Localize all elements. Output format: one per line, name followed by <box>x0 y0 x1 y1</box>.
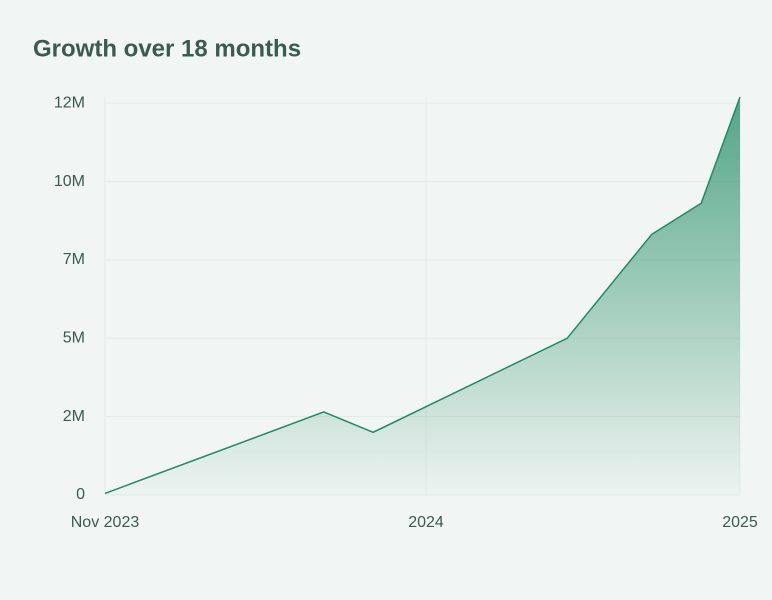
y-tick-label: 10M <box>54 173 85 190</box>
x-tick-label: 2024 <box>408 514 444 531</box>
y-tick-label: 12M <box>54 94 85 111</box>
x-tick-label: Nov 2023 <box>71 514 140 531</box>
area <box>105 97 740 495</box>
chart-title: Growth over 18 months <box>33 35 301 62</box>
y-tick-label: 0 <box>76 486 85 503</box>
x-tick-label: 2025 <box>722 514 758 531</box>
y-tick-label: 2M <box>63 408 85 425</box>
line <box>104 96 741 495</box>
y-tick-label: 5M <box>63 330 85 347</box>
y-tick-label: 7M <box>63 251 85 268</box>
